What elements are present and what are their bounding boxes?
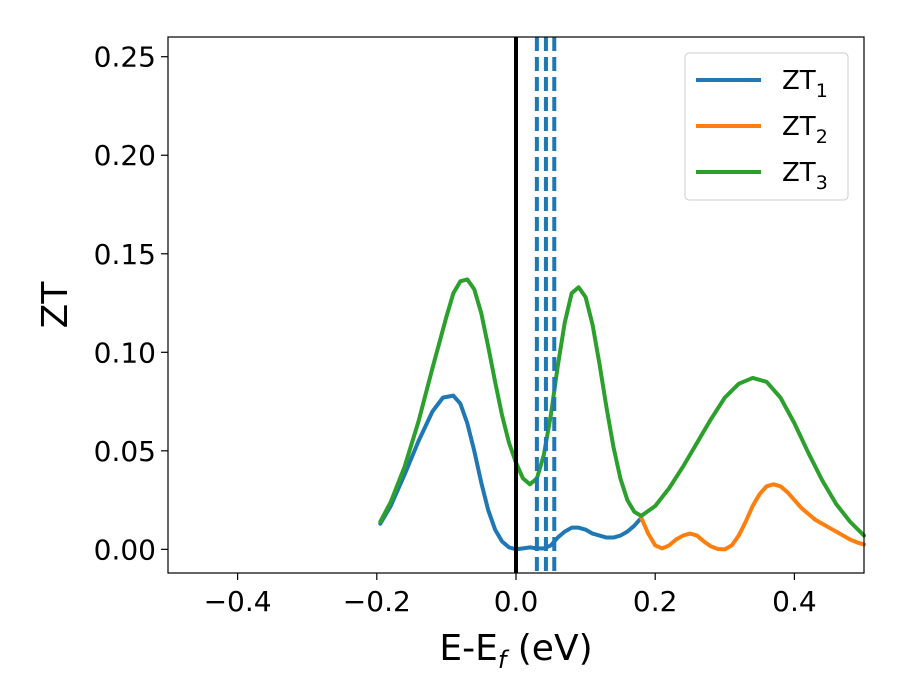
legend-box — [684, 52, 849, 201]
series-line-zt3 — [378, 277, 866, 538]
x-tick-label: 0.2 — [633, 585, 678, 618]
y-axis-label: ZT — [35, 281, 76, 329]
y-tick-label: 0.10 — [94, 336, 156, 369]
x-tick-label: −0.2 — [343, 585, 411, 618]
y-tick-label: 0.05 — [94, 435, 156, 468]
y-tick-label: 0.15 — [94, 238, 156, 271]
legend-label-zt2: ZT2 — [782, 112, 828, 148]
x-tick-label: −0.4 — [204, 585, 272, 618]
legend-label-zt3: ZT3 — [782, 158, 828, 194]
y-tick-label: 0.25 — [94, 41, 156, 74]
series-line-zt1 — [378, 393, 644, 552]
legend: ZT1 ZT2 ZT3 — [684, 52, 849, 201]
x-tick-label: 0.4 — [772, 585, 817, 618]
plot-area — [378, 37, 866, 573]
axes: −0.4 −0.2 0.0 0.2 0.4 0.00 0.05 0.10 0.15 0.20 0.2… — [94, 41, 817, 618]
y-tick-label: 0.20 — [94, 139, 156, 172]
x-tick-label: 0.0 — [494, 585, 539, 618]
legend-label-zt1: ZT1 — [782, 66, 828, 102]
x-axis-label: E-Ef (eV) — [439, 628, 592, 674]
y-tick-label: 0.00 — [94, 533, 156, 566]
series-line-zt2 — [639, 482, 866, 552]
